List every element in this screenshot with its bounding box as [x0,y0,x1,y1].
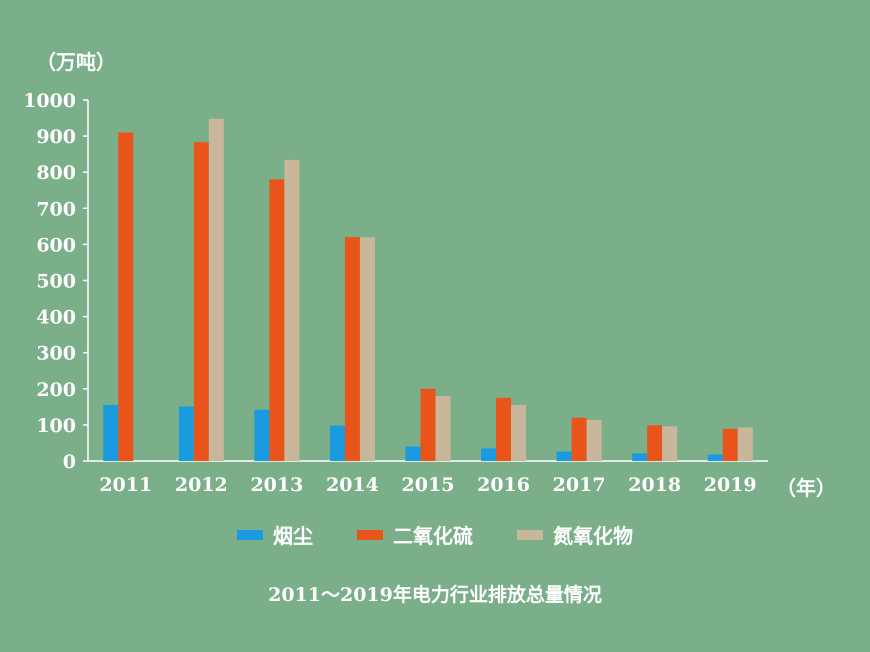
bar-nox-2013 [284,159,300,461]
bar-so2-2016 [496,397,512,461]
legend-item-nox: 氮氧化物 [517,520,633,549]
bar-so2-2014 [344,237,360,461]
legend-item-so2: 二氧化硫 [357,520,473,549]
bar-dust-2014 [329,425,345,461]
x-axis-unit-label: （年） [776,476,836,500]
bar-nox-2019 [737,427,753,461]
legend-label-nox: 氮氧化物 [553,524,633,548]
chart-title: 2011～2019年电力行业排放总量情况 [268,584,602,606]
y-tick-label: 300 [36,343,76,365]
bar-dust-2015 [405,446,421,461]
x-tick-label: 2017 [553,474,606,496]
bar-so2-2012 [193,142,209,461]
y-tick-label: 700 [36,198,76,220]
bar-dust-2017 [556,451,572,461]
x-tick-label: 2018 [628,474,681,496]
x-tick-label: 2016 [477,474,530,496]
bar-so2-2013 [269,179,285,462]
legend-label-dust: 烟尘 [273,524,313,548]
bar-so2-2011 [118,132,134,462]
y-tick-label: 900 [36,126,76,148]
bar-dust-2019 [707,454,723,461]
bar-dust-2011 [103,405,119,461]
y-tick-label: 600 [36,234,76,256]
y-tick-label: 400 [36,307,76,329]
legend-swatch-nox [517,529,543,540]
y-tick-label: 100 [36,415,76,437]
bar-so2-2019 [722,428,738,461]
x-tick-label: 2014 [326,474,379,496]
legend-swatch-dust [237,529,263,540]
y-tick-label: 500 [36,271,76,293]
x-tick-label: 2019 [704,474,757,496]
x-tick-label: 2012 [175,474,228,496]
y-tick-label: 0 [63,451,76,473]
bar-nox-2016 [511,405,527,461]
y-tick-label: 800 [36,162,76,184]
legend-swatch-so2 [357,529,383,540]
bar-dust-2013 [254,409,270,461]
bar-dust-2018 [632,453,648,461]
y-axis-unit-label: （万吨） [36,50,116,74]
bar-nox-2017 [586,419,602,461]
y-tick-label: 1000 [23,90,76,112]
bar-nox-2015 [435,396,451,461]
bar-dust-2012 [178,406,194,461]
x-tick-label: 2011 [99,474,152,496]
legend-item-dust: 烟尘 [237,520,313,549]
x-tick-label: 2013 [250,474,303,496]
y-tick-label: 200 [36,379,76,401]
bar-so2-2017 [571,417,587,461]
bar-so2-2015 [420,388,436,461]
bar-dust-2016 [481,448,497,461]
bar-nox-2018 [662,426,678,461]
x-tick-label: 2015 [402,474,455,496]
bar-nox-2014 [359,237,375,461]
bar-so2-2018 [647,425,663,461]
legend-label-so2: 二氧化硫 [393,524,473,548]
chart-legend: 烟尘 二氧化硫 氮氧化物 [0,520,870,549]
bar-nox-2012 [208,118,224,461]
